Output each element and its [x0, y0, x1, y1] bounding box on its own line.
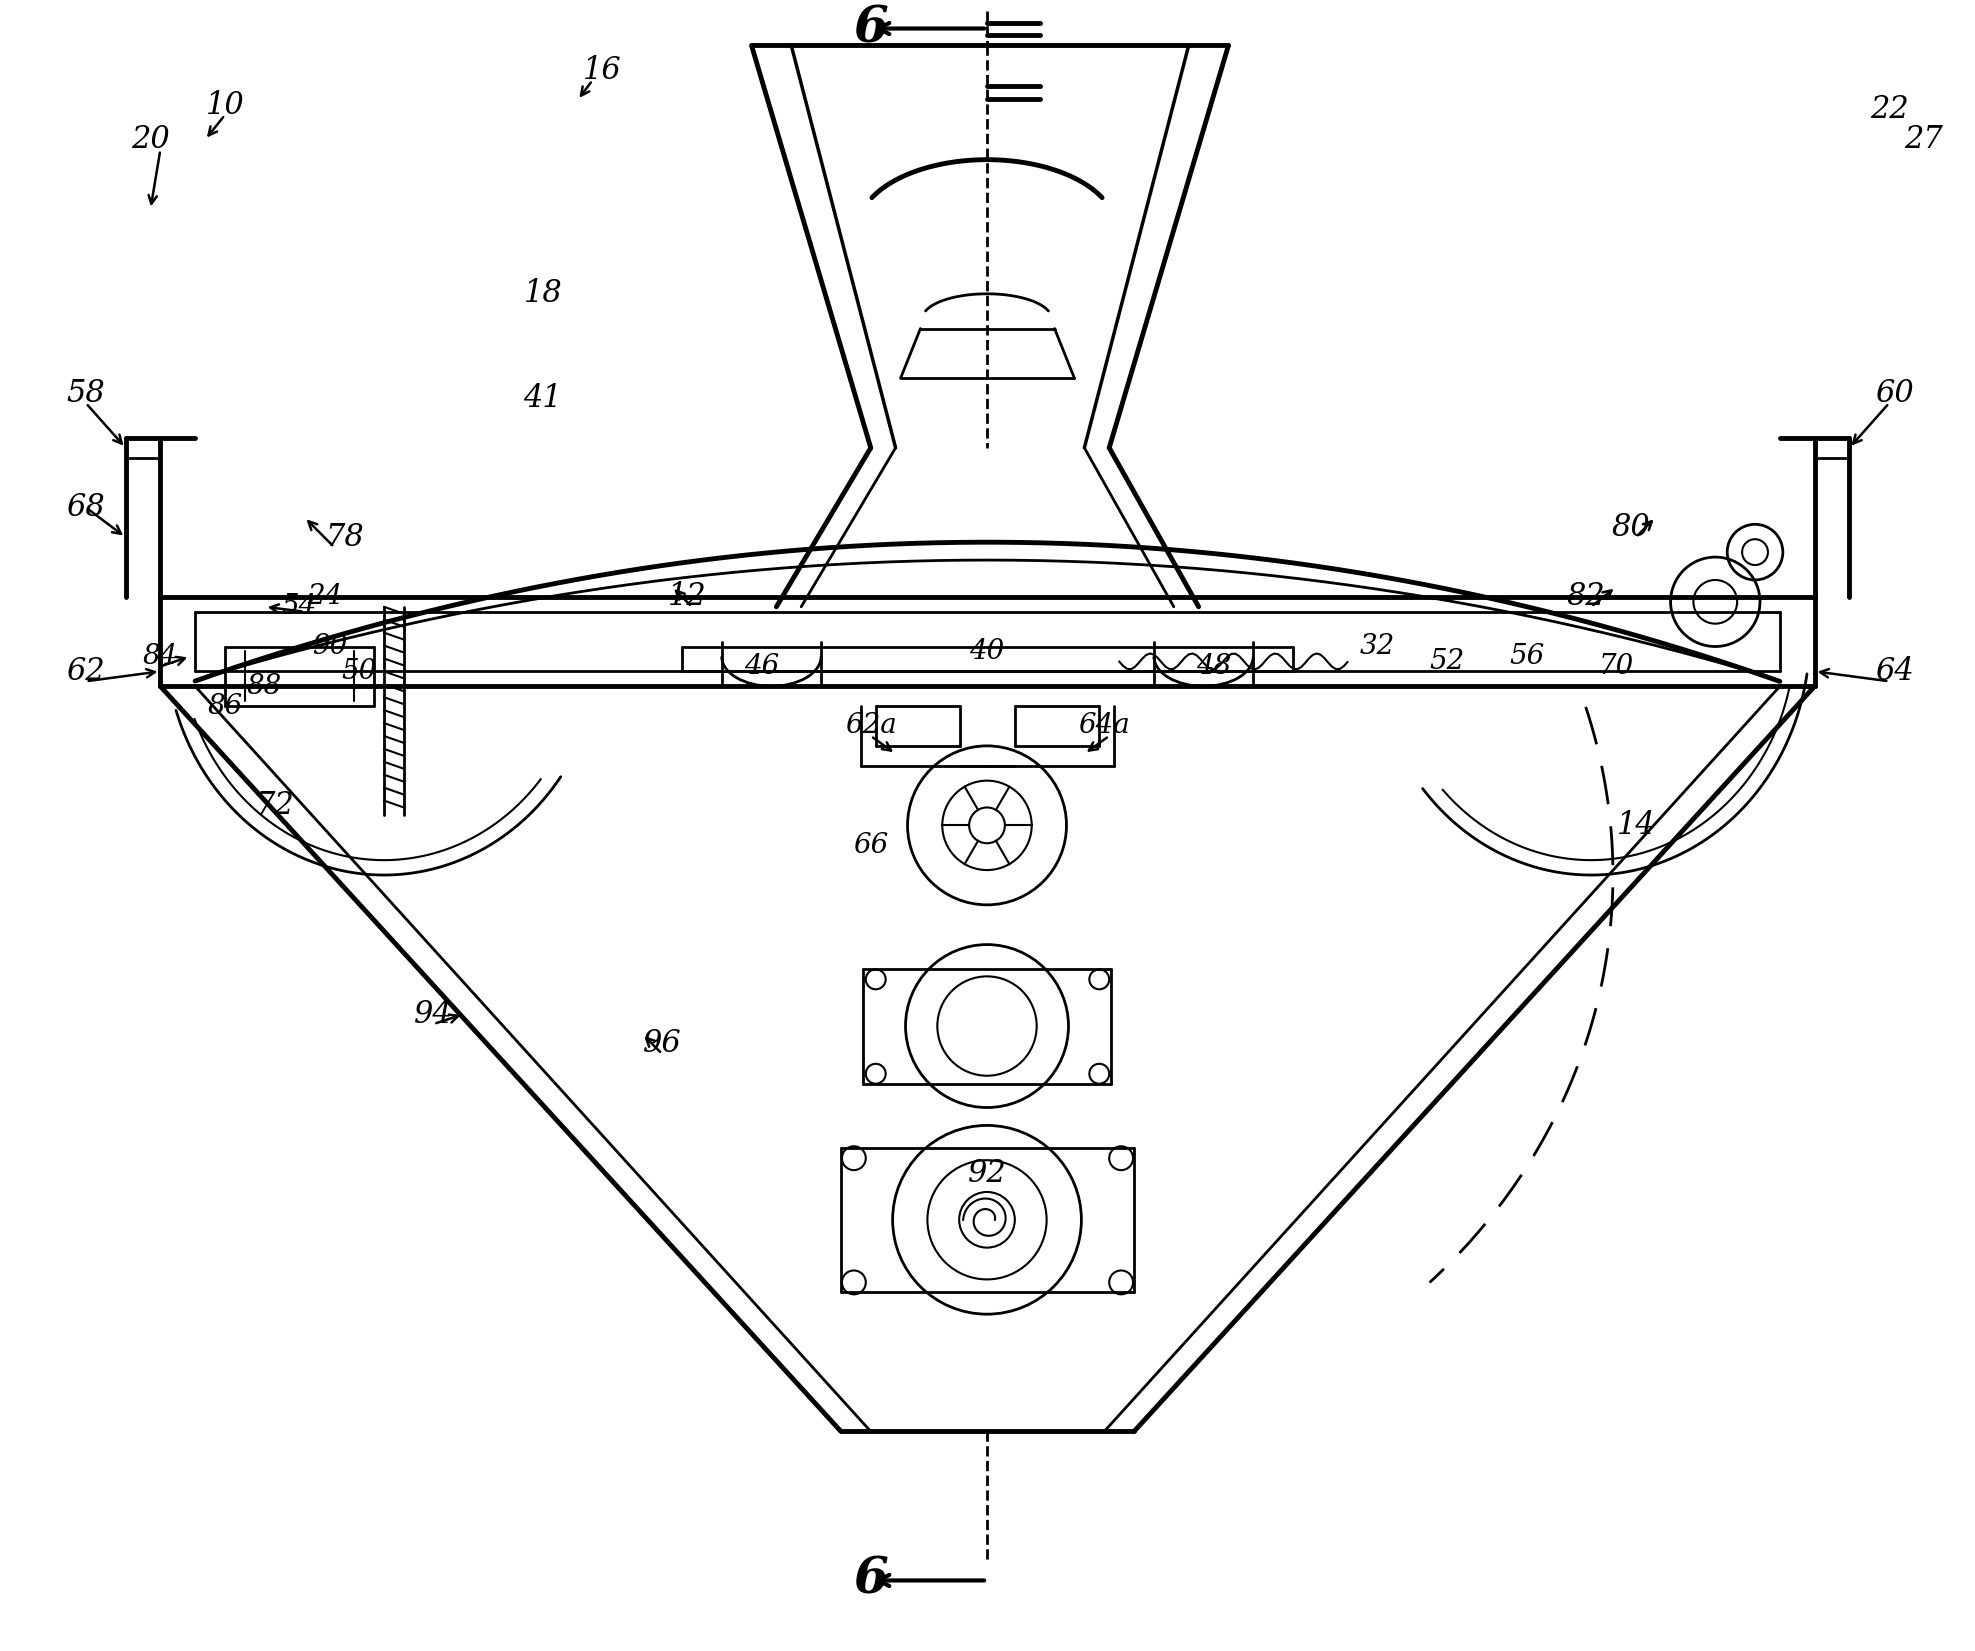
Text: 62: 62 [67, 655, 105, 687]
Text: 48: 48 [1197, 652, 1230, 680]
Text: 22: 22 [1870, 94, 1908, 125]
Text: 24: 24 [306, 583, 342, 611]
Text: 58: 58 [67, 378, 105, 409]
Text: 88: 88 [247, 672, 282, 700]
Text: 40: 40 [970, 637, 1005, 665]
Text: 82: 82 [1566, 581, 1606, 613]
Text: 46: 46 [745, 652, 778, 680]
Text: 27: 27 [1904, 124, 1943, 155]
Text: 68: 68 [67, 492, 105, 523]
Text: 86: 86 [207, 693, 243, 720]
Text: 18: 18 [523, 279, 563, 309]
Text: 60: 60 [1874, 378, 1914, 409]
Text: 50: 50 [342, 657, 377, 685]
Text: 78: 78 [324, 522, 363, 553]
Text: 10: 10 [205, 89, 245, 121]
Text: 80: 80 [1612, 512, 1651, 543]
Text: 64: 64 [1874, 655, 1914, 687]
Text: 92: 92 [968, 1157, 1007, 1189]
Text: 20: 20 [130, 124, 170, 155]
Text: 94: 94 [415, 999, 452, 1030]
Text: 41: 41 [523, 383, 563, 414]
Text: 14: 14 [1616, 811, 1655, 840]
Text: 90: 90 [312, 632, 348, 660]
Text: 16: 16 [583, 54, 622, 86]
Text: 96: 96 [642, 1029, 681, 1060]
Text: 66: 66 [853, 832, 889, 859]
Text: 64a: 64a [1078, 713, 1130, 740]
Text: 70: 70 [1598, 652, 1633, 680]
Text: 56: 56 [1509, 642, 1544, 670]
Text: 84: 84 [142, 642, 178, 670]
Text: 72: 72 [255, 789, 294, 821]
Text: 54: 54 [282, 593, 318, 621]
Text: 32: 32 [1361, 632, 1394, 660]
Text: 52: 52 [1430, 647, 1465, 675]
Text: 62a: 62a [845, 713, 897, 740]
Text: 6: 6 [853, 1555, 889, 1605]
Text: 12: 12 [668, 581, 707, 613]
Text: 6: 6 [853, 3, 889, 53]
